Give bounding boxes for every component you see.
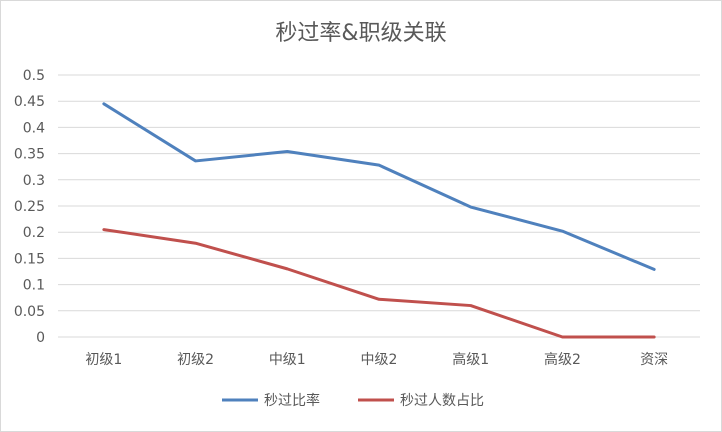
series-lines (102, 102, 656, 339)
y-tick-label: 0.35 (14, 147, 45, 163)
y-tick-label: 0.05 (14, 304, 45, 320)
series-line-1 (102, 102, 656, 271)
y-tick-label: 0.1 (23, 278, 45, 294)
x-tick-label: 中级1 (269, 352, 306, 368)
series-line-2 (102, 228, 656, 339)
y-tick-label: 0 (36, 330, 45, 346)
x-tick-label: 高级1 (452, 351, 489, 368)
legend-label: 秒过比率 (264, 392, 320, 409)
y-tick-label: 0.15 (14, 251, 45, 267)
x-tick-label: 初级2 (177, 351, 214, 368)
x-axis-tick-labels: 初级1 初级2 中级1 中级2 高级1 高级2 资深 (85, 351, 668, 368)
x-tick-label: 初级1 (85, 351, 122, 368)
chart-title: 秒过率&职级关联 (275, 21, 446, 46)
legend: 秒过比率 秒过人数占比 (222, 392, 484, 409)
x-tick-label: 中级2 (361, 352, 398, 368)
y-tick-label: 0.2 (23, 225, 45, 241)
y-tick-label: 0.45 (14, 94, 45, 110)
y-tick-label: 0.5 (23, 68, 45, 84)
y-tick-label: 0.4 (23, 120, 45, 136)
legend-label: 秒过人数占比 (400, 393, 484, 409)
x-tick-label: 高级2 (544, 351, 581, 368)
y-axis-tick-labels: 0 0.05 0.1 0.15 0.2 0.25 0.3 0.35 0.4 0.45 0.5 (14, 68, 45, 346)
y-tick-label: 0.3 (23, 173, 45, 189)
x-tick-label: 资深 (640, 352, 668, 368)
y-tick-label: 0.25 (14, 199, 45, 215)
